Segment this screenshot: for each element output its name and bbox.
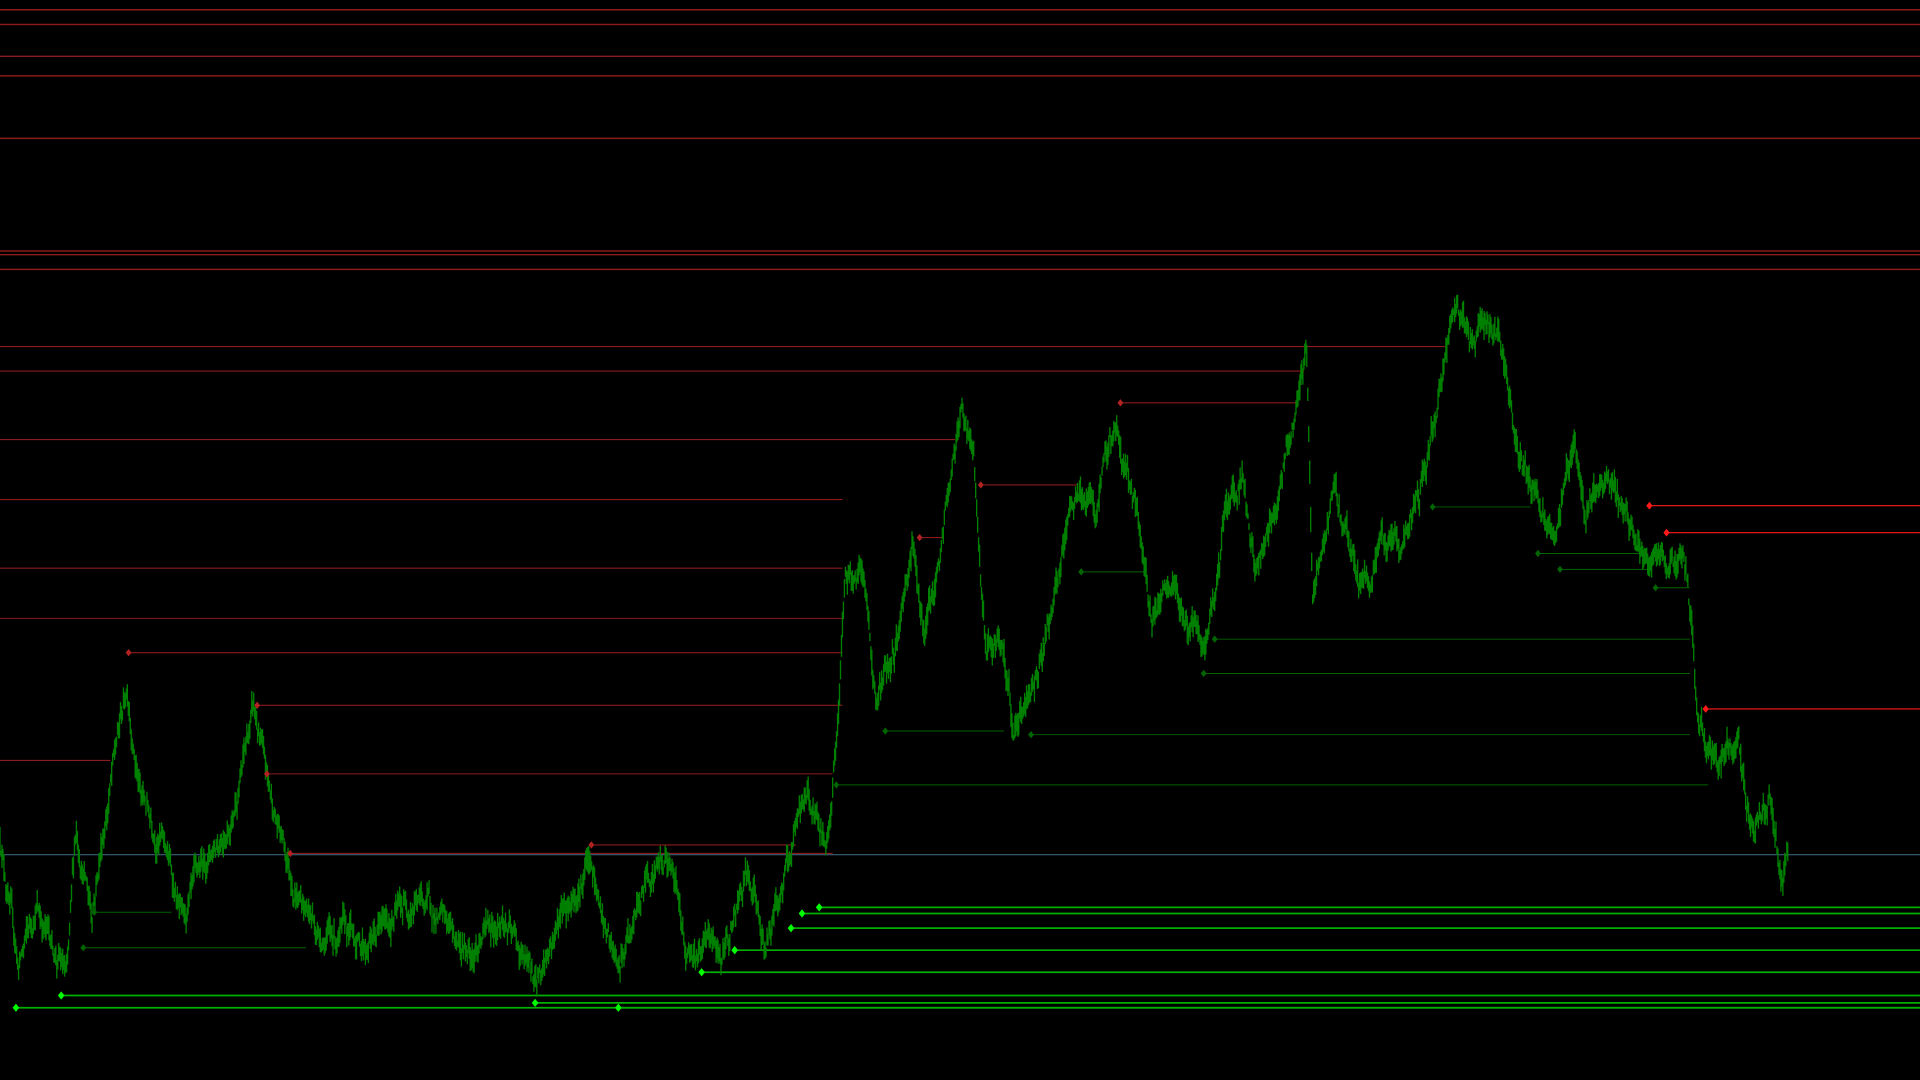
active-support-marker xyxy=(57,991,65,1000)
resistance-marker xyxy=(977,481,984,489)
active-support-marker xyxy=(731,946,739,955)
price-bars xyxy=(0,294,1789,997)
active-resistance-marker xyxy=(1646,501,1653,510)
support-marker xyxy=(1535,549,1541,558)
support-marker xyxy=(882,727,889,735)
support-marker xyxy=(1429,503,1436,511)
active-support-marker xyxy=(12,1003,20,1012)
resistance-marker xyxy=(125,648,132,657)
active-resistance-marker xyxy=(1702,705,1709,713)
support-marker xyxy=(1557,565,1563,574)
support-marker xyxy=(1200,669,1207,678)
active-support-marker xyxy=(698,968,705,977)
active-support-marker xyxy=(787,924,795,933)
resistance-marker xyxy=(264,770,270,778)
support-marker xyxy=(91,908,98,916)
active-resistance-marker xyxy=(1663,528,1670,537)
active-support-marker xyxy=(798,909,806,918)
support-marker xyxy=(1028,731,1034,739)
resistance-marker xyxy=(254,701,261,709)
support-marker xyxy=(80,944,87,952)
active-support-marker xyxy=(815,903,823,912)
active-support-marker xyxy=(615,1003,622,1012)
support-marker xyxy=(1211,635,1218,643)
active-support-marker xyxy=(531,998,539,1008)
level-lines xyxy=(0,9,1920,1009)
resistance-marker xyxy=(588,841,595,849)
support-marker xyxy=(1078,568,1085,576)
support-marker xyxy=(1652,584,1659,592)
resistance-marker xyxy=(287,849,294,858)
support-marker xyxy=(833,781,840,789)
resistance-marker xyxy=(916,533,923,542)
resistance-marker xyxy=(1117,399,1124,407)
